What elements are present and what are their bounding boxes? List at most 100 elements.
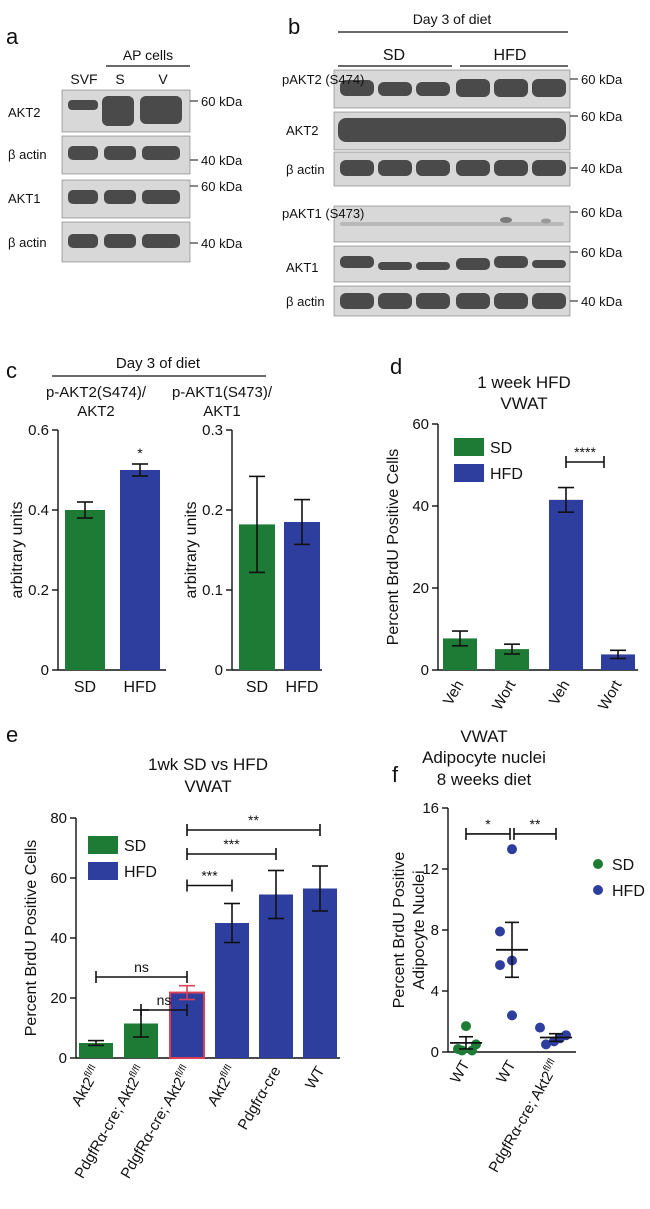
y-tick-label: 0.4 <box>28 502 49 519</box>
significance-bracket-ns-2-label: ns <box>157 992 172 1008</box>
panel-letter-d: d <box>390 354 402 379</box>
bar-4 <box>259 894 293 1058</box>
marker-40kda: 40 kDa <box>201 153 243 168</box>
y-tick-label: 0.6 <box>28 422 49 439</box>
y-tick-label: 0 <box>431 1044 439 1061</box>
y-tick-label: 8 <box>431 922 439 939</box>
blot-b-pakt2 <box>333 69 571 109</box>
y-tick-label: 60 <box>412 416 429 433</box>
lane-label-v: V <box>158 71 168 87</box>
panel-b-header: Day 3 of diet <box>413 11 492 27</box>
y-tick-label: 0.2 <box>202 502 223 519</box>
y-tick-label: 0.3 <box>202 422 223 439</box>
legend-label-hfd: HFD <box>124 864 157 881</box>
y-tick-label: 20 <box>50 990 67 1007</box>
data-point <box>561 1030 571 1041</box>
row-label-akt1: AKT1 <box>286 260 319 275</box>
x-tick-label: HFD <box>124 679 157 696</box>
y-axis-label: Percent BrdU Positive Cells <box>23 840 40 1037</box>
bar-2 <box>549 499 583 670</box>
marker-60kda: 60 kDa <box>581 245 623 260</box>
significance-bracket-2-label: ** <box>530 816 541 832</box>
x-tick-label: Wort <box>489 677 520 713</box>
panel-letter-b: b <box>288 14 300 39</box>
x-tick-label: Wort <box>595 677 626 713</box>
chart-e: 0 20 40 60 80 Percent BrdU Positive Cells Akt2… <box>23 810 340 1182</box>
y-tick-label: 20 <box>412 580 429 597</box>
bar-0 <box>65 510 105 670</box>
x-tick-label: WT <box>302 1064 328 1093</box>
legend-swatch-sd <box>454 438 484 456</box>
marker-60kda: 60 kDa <box>581 109 623 124</box>
lane-label-svf: SVF <box>70 71 97 87</box>
y-tick-label: 0 <box>59 1050 67 1067</box>
bar-0 <box>79 1043 113 1058</box>
x-tick-label: Veh <box>440 678 468 709</box>
data-point <box>453 1043 463 1054</box>
panel-letter-e: e <box>6 722 18 747</box>
chart-c-right-title-2: AKT1 <box>203 403 241 420</box>
row-label-bactin-1: β actin <box>8 147 47 162</box>
marker-40kda: 40 kDa <box>581 161 623 176</box>
blot-a-bactin-2 <box>61 221 191 263</box>
bar-3 <box>215 923 249 1058</box>
chart-d-title-2: VWAT <box>500 394 547 413</box>
chart-c-right-title-1: p-AKT1(S473)/ <box>172 384 273 401</box>
ap-cells-header: AP cells <box>123 47 173 63</box>
row-label-akt1: AKT1 <box>8 191 41 206</box>
significance-bracket-label: **** <box>574 444 596 460</box>
x-tick-label: Akt2fl/fl <box>203 1063 240 1109</box>
y-tick-label: 0.1 <box>202 582 223 599</box>
marker-40kda: 40 kDa <box>581 294 623 309</box>
chart-d-title-1: 1 week HFD <box>477 373 571 392</box>
chart-f-title-3: 8 weeks diet <box>437 770 532 789</box>
y-axis-label: Percent BrdU Positive Cells <box>385 449 402 646</box>
legend-swatch-sd <box>88 836 118 854</box>
chart-e-title-2: VWAT <box>184 777 231 796</box>
group-sd: SD <box>383 47 405 64</box>
legend-label-hfd: HFD <box>612 883 645 900</box>
x-tick-label: SD <box>246 679 268 696</box>
legend-label-hfd: HFD <box>490 466 523 483</box>
significance-bracket-1-label: * <box>485 816 491 832</box>
bar-1 <box>284 522 320 670</box>
data-point <box>535 1022 545 1033</box>
chart-d: 0 20 40 60 Percent BrdU Positive Cells Veh Wor… <box>385 416 638 713</box>
chart-e-title-1: 1wk SD vs HFD <box>148 755 268 774</box>
y-tick-label: 4 <box>431 983 439 1000</box>
group-hfd: HFD <box>494 47 527 64</box>
chart-f-title-1: VWAT <box>460 727 507 746</box>
y-tick-label: 0.2 <box>28 582 49 599</box>
row-label-bactin-2: β actin <box>8 235 47 250</box>
legend-label-sd: SD <box>124 838 146 855</box>
significance-bracket-2-label: *** <box>223 836 240 852</box>
y-axis-label-2: Adipocyte Nuclei <box>411 870 428 989</box>
bar-1 <box>120 470 160 670</box>
data-point <box>507 1010 517 1021</box>
panel-c-header: Day 3 of diet <box>116 355 201 372</box>
panel-letter-c: c <box>6 358 17 383</box>
panel-letter-f: f <box>392 762 399 787</box>
row-label-akt2: AKT2 <box>8 105 41 120</box>
y-axis-label: arbitrary units <box>183 502 200 599</box>
legend-marker-sd <box>593 859 603 869</box>
significance-bracket-3-label: ** <box>248 812 259 828</box>
legend-swatch-hfd <box>454 464 484 482</box>
marker-40kda: 40 kDa <box>201 236 243 251</box>
y-tick-label: 12 <box>422 861 439 878</box>
blot-a-bactin-1 <box>61 135 191 175</box>
data-point <box>495 926 505 937</box>
blot-b-bactin-1 <box>333 151 571 187</box>
significance-bracket-ns-1-label: ns <box>134 959 149 975</box>
x-tick-label: Pdgfrα-cre <box>235 1064 285 1133</box>
x-tick-label: SD <box>74 679 96 696</box>
legend-label-sd: SD <box>612 857 634 874</box>
data-point <box>507 844 517 855</box>
chart-c-left-title-2: AKT2 <box>77 403 115 420</box>
y-axis-label-1: Percent BrdU Positive <box>391 852 408 1009</box>
significance-bracket-1-label: *** <box>201 868 218 884</box>
bar-5 <box>303 888 337 1058</box>
y-tick-label: 0 <box>41 662 49 679</box>
blot-a-akt2 <box>61 89 191 133</box>
